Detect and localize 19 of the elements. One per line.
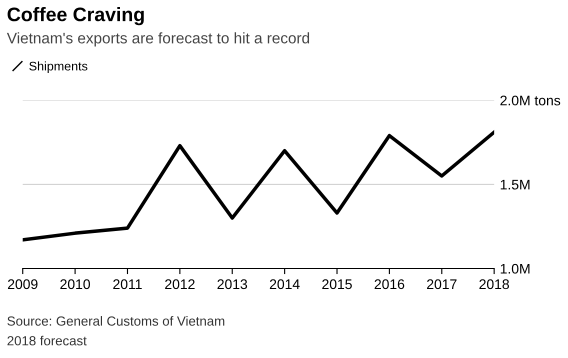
y-tick-label: 1.0M: [500, 264, 530, 274]
x-tick-label: 2009: [8, 279, 38, 290]
chart-subtitle: Vietnam's exports are forecast to hit a record: [6, 32, 310, 46]
x-tick-label: 2015: [322, 279, 352, 290]
x-tick-label: 2014: [270, 279, 300, 290]
x-tick-label: 2013: [218, 279, 248, 290]
x-tick-label: 2012: [165, 279, 195, 290]
text: 2018 forecast: [7, 336, 87, 346]
y-tick-label: 1.5M: [500, 180, 530, 190]
x-tick-label: 2011: [113, 279, 142, 290]
line-series: [22, 130, 494, 242]
chart-title: Coffee Craving: [8, 7, 144, 26]
x-tick-label: 2016: [374, 279, 404, 290]
x-tick-label: 2010: [60, 279, 90, 290]
x-tick-label: 2017: [427, 279, 457, 290]
x-tick-label: 2018: [479, 279, 510, 290]
legend-label: Shipments: [29, 61, 88, 74]
y-tick-label: 2.0M tons: [500, 96, 560, 106]
source-note: Source: General Customs of Vietnam: [7, 316, 224, 326]
